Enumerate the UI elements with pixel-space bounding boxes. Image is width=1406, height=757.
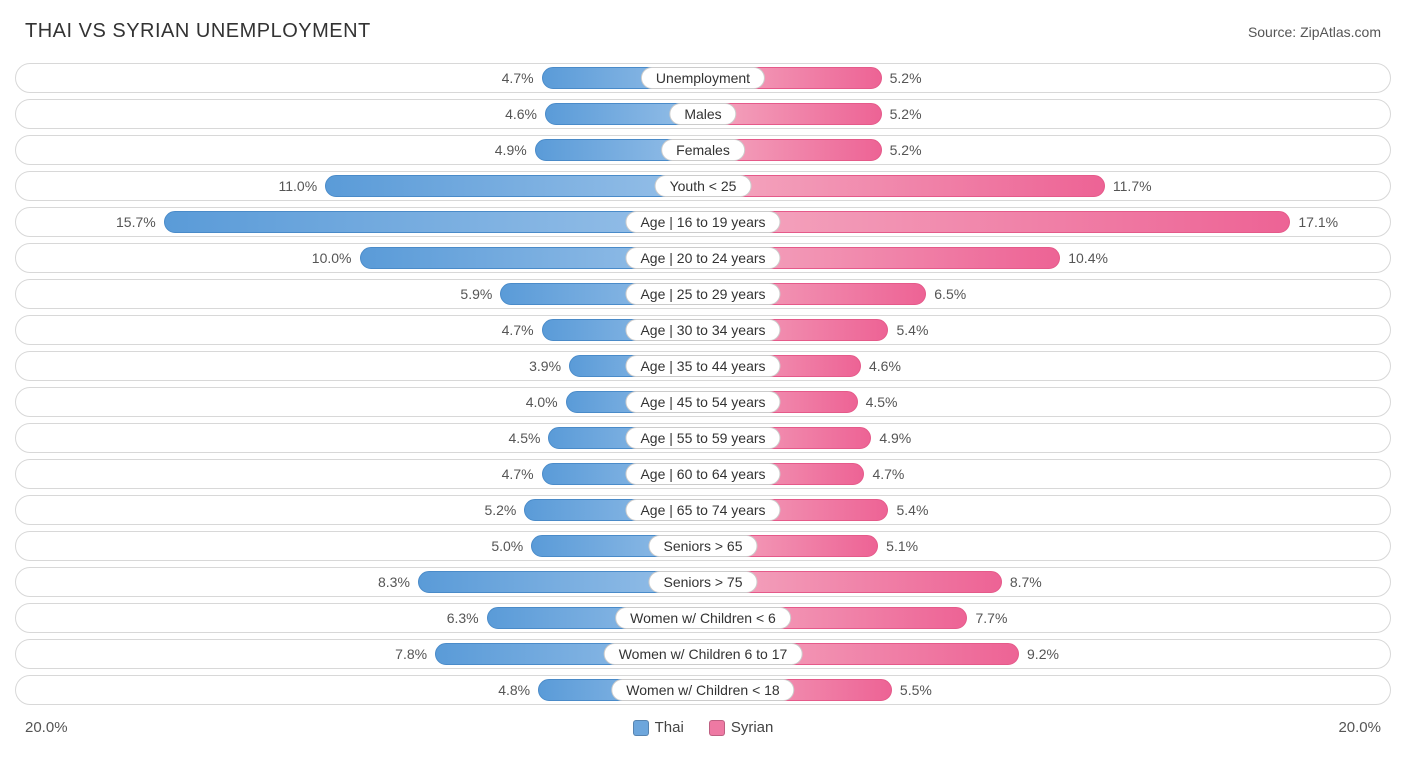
pct-syrian: 5.2% (890, 142, 922, 158)
chart-footer: 20.0% Thai Syrian 20.0% (10, 711, 1396, 736)
row-label: Women w/ Children 6 to 17 (604, 643, 803, 665)
pct-thai: 3.9% (529, 358, 561, 374)
bar-thai (164, 211, 703, 233)
chart-row: 8.3% 8.7% Seniors > 75 (15, 567, 1391, 597)
axis-max-right: 20.0% (1338, 719, 1381, 736)
pct-thai: 6.3% (447, 610, 479, 626)
row-label: Youth < 25 (655, 175, 752, 197)
pct-syrian: 5.5% (900, 682, 932, 698)
chart-row: 5.2% 5.4% Age | 65 to 74 years (15, 495, 1391, 525)
chart-row: 4.7% 5.2% Unemployment (15, 63, 1391, 93)
chart-row: 4.7% 4.7% Age | 60 to 64 years (15, 459, 1391, 489)
row-label: Age | 55 to 59 years (625, 427, 780, 449)
chart-row: 4.9% 5.2% Females (15, 135, 1391, 165)
chart-header: THAI VS SYRIAN UNEMPLOYMENT Source: ZipA… (10, 10, 1396, 63)
row-label: Age | 35 to 44 years (625, 355, 780, 377)
chart-row: 4.8% 5.5% Women w/ Children < 18 (15, 675, 1391, 705)
pct-thai: 4.9% (495, 142, 527, 158)
pct-thai: 4.7% (502, 322, 534, 338)
bar-syrian (703, 211, 1290, 233)
row-label: Seniors > 65 (649, 535, 758, 557)
row-label: Age | 60 to 64 years (625, 463, 780, 485)
row-label: Age | 20 to 24 years (625, 247, 780, 269)
pct-thai: 4.5% (509, 430, 541, 446)
legend-swatch-syrian (709, 720, 725, 736)
row-label: Seniors > 75 (649, 571, 758, 593)
pct-syrian: 10.4% (1068, 250, 1108, 266)
legend-swatch-thai (633, 720, 649, 736)
chart-row: 5.9% 6.5% Age | 25 to 29 years (15, 279, 1391, 309)
row-label: Females (661, 139, 745, 161)
pct-thai: 5.0% (491, 538, 523, 554)
pct-syrian: 6.5% (934, 286, 966, 302)
legend-label-syrian: Syrian (731, 719, 774, 736)
pct-syrian: 4.9% (879, 430, 911, 446)
pct-thai: 4.8% (498, 682, 530, 698)
row-label: Age | 65 to 74 years (625, 499, 780, 521)
legend-item-syrian: Syrian (709, 719, 774, 736)
row-label: Women w/ Children < 6 (615, 607, 791, 629)
chart-row: 4.6% 5.2% Males (15, 99, 1391, 129)
pct-syrian: 11.7% (1113, 178, 1152, 194)
pct-thai: 5.9% (460, 286, 492, 302)
row-label: Women w/ Children < 18 (611, 679, 794, 701)
pct-thai: 8.3% (378, 574, 410, 590)
row-label: Unemployment (641, 67, 765, 89)
row-label: Males (669, 103, 736, 125)
pct-thai: 10.0% (312, 250, 352, 266)
pct-syrian: 5.2% (890, 106, 922, 122)
chart-row: 4.0% 4.5% Age | 45 to 54 years (15, 387, 1391, 417)
pct-thai: 4.7% (502, 70, 534, 86)
pct-thai: 4.0% (526, 394, 558, 410)
chart-source: Source: ZipAtlas.com (1248, 24, 1381, 40)
chart-title: THAI VS SYRIAN UNEMPLOYMENT (25, 20, 371, 43)
bar-thai (325, 175, 703, 197)
pct-syrian: 5.1% (886, 538, 918, 554)
pct-syrian: 4.6% (869, 358, 901, 374)
chart-row: 10.0% 10.4% Age | 20 to 24 years (15, 243, 1391, 273)
chart-row: 6.3% 7.7% Women w/ Children < 6 (15, 603, 1391, 633)
pct-thai: 7.8% (395, 646, 427, 662)
chart-row: 4.7% 5.4% Age | 30 to 34 years (15, 315, 1391, 345)
legend-label-thai: Thai (655, 719, 684, 736)
row-label: Age | 16 to 19 years (625, 211, 780, 233)
pct-syrian: 9.2% (1027, 646, 1059, 662)
chart-row: 7.8% 9.2% Women w/ Children 6 to 17 (15, 639, 1391, 669)
pct-syrian: 17.1% (1298, 214, 1338, 230)
legend-item-thai: Thai (633, 719, 684, 736)
chart-row: 11.0% 11.7% Youth < 25 (15, 171, 1391, 201)
chart-row: 15.7% 17.1% Age | 16 to 19 years (15, 207, 1391, 237)
axis-max-left: 20.0% (25, 719, 68, 736)
pct-syrian: 5.2% (890, 70, 922, 86)
row-label: Age | 30 to 34 years (625, 319, 780, 341)
pct-thai: 11.0% (278, 178, 317, 194)
pct-syrian: 5.4% (896, 502, 928, 518)
pct-syrian: 4.7% (872, 466, 904, 482)
chart-row: 4.5% 4.9% Age | 55 to 59 years (15, 423, 1391, 453)
row-label: Age | 25 to 29 years (625, 283, 780, 305)
chart-body: 4.7% 5.2% Unemployment 4.6% 5.2% Males 4.9% 5.2… (10, 63, 1396, 705)
chart-row: 5.0% 5.1% Seniors > 65 (15, 531, 1391, 561)
pct-thai: 5.2% (484, 502, 516, 518)
pct-thai: 15.7% (116, 214, 156, 230)
chart-row: 3.9% 4.6% Age | 35 to 44 years (15, 351, 1391, 381)
row-label: Age | 45 to 54 years (625, 391, 780, 413)
pct-thai: 4.6% (505, 106, 537, 122)
pct-syrian: 7.7% (975, 610, 1007, 626)
bar-syrian (703, 175, 1105, 197)
pct-syrian: 8.7% (1010, 574, 1042, 590)
legend: Thai Syrian (633, 719, 774, 736)
pct-thai: 4.7% (502, 466, 534, 482)
pct-syrian: 4.5% (866, 394, 898, 410)
pct-syrian: 5.4% (896, 322, 928, 338)
